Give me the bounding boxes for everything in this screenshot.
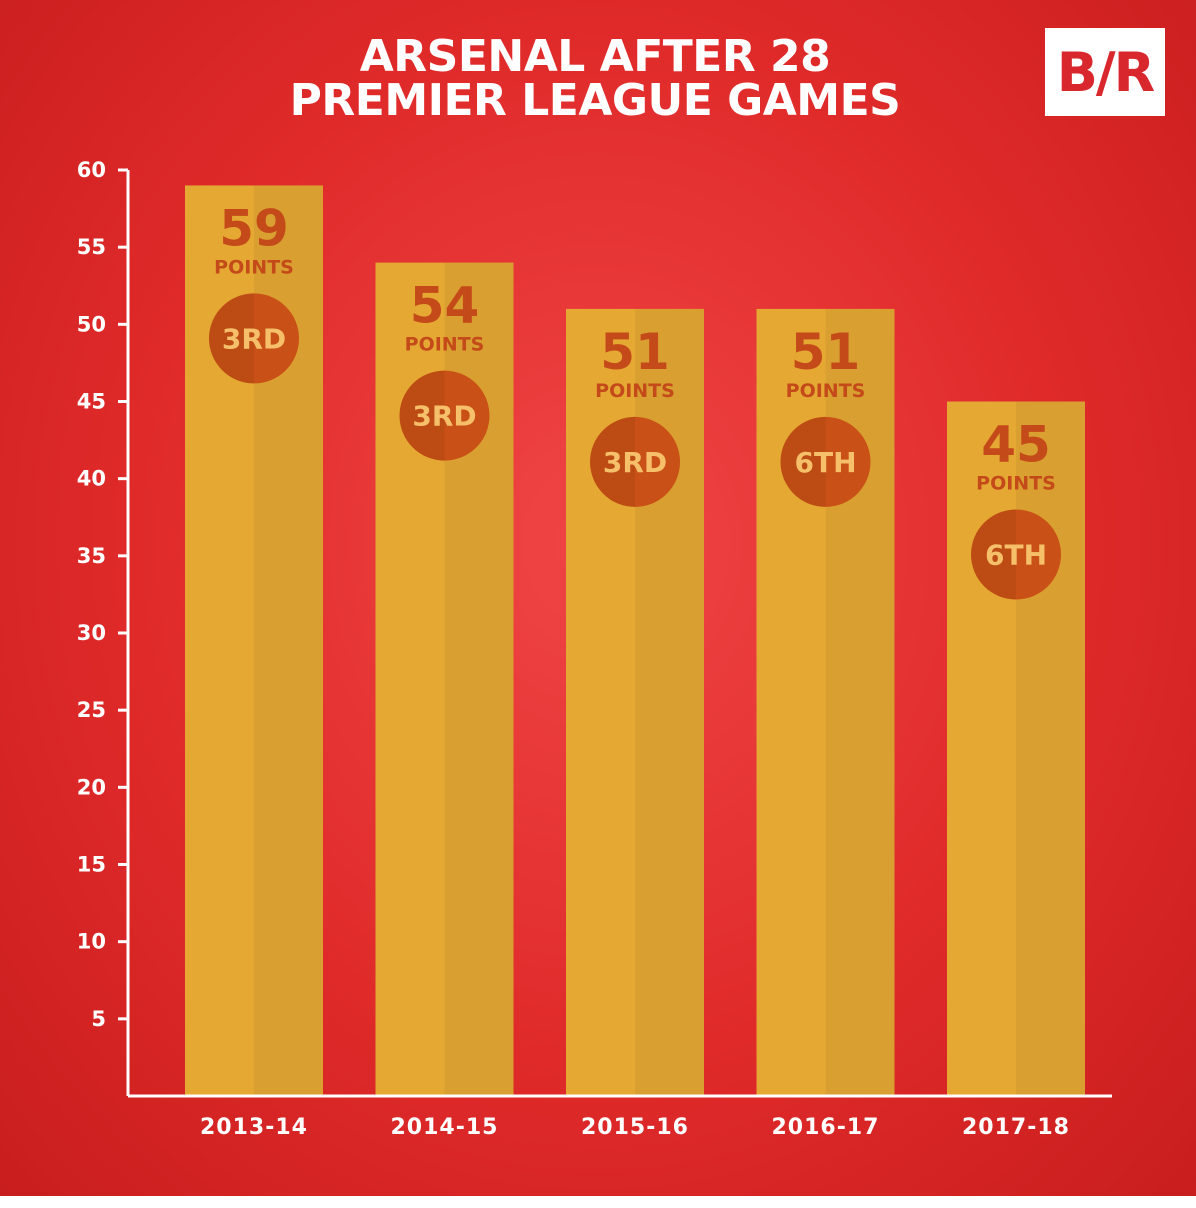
y-tick-label: 20 — [77, 775, 106, 799]
position-label: 3RD — [222, 322, 286, 355]
x-tick-label: 2014-15 — [391, 1115, 499, 1140]
points-label: POINTS — [976, 473, 1056, 495]
position-badge-shade — [971, 509, 1016, 600]
position-badge — [590, 416, 680, 507]
br-logo: B/R — [1045, 28, 1165, 116]
y-tick-label: 30 — [77, 621, 106, 645]
y-tick-label: 25 — [77, 698, 106, 722]
points-label: POINTS — [595, 380, 675, 402]
position-label: 6TH — [794, 446, 856, 479]
x-tick-label: 2013-14 — [200, 1115, 308, 1140]
position-badge-shade — [780, 416, 826, 507]
title-line-1: ARSENAL AFTER 28 — [359, 31, 831, 82]
x-tick-label: 2015-16 — [581, 1115, 689, 1140]
y-tick-label: 55 — [77, 235, 106, 259]
position-badge-shade — [209, 293, 254, 384]
y-tick-label: 60 — [77, 158, 106, 182]
position-badge — [399, 370, 490, 461]
position-label: 3RD — [412, 400, 476, 433]
position-badge — [971, 509, 1061, 600]
value-label: 51 — [791, 323, 861, 381]
y-tick-label: 5 — [91, 1007, 106, 1031]
position-badge — [780, 416, 871, 507]
position-label: 3RD — [603, 446, 667, 479]
value-label: 54 — [410, 277, 480, 335]
points-label: POINTS — [405, 334, 485, 356]
position-badge-shade — [590, 416, 635, 507]
bar-shade-2017-18 — [1016, 401, 1085, 1096]
y-tick-label: 45 — [77, 390, 106, 414]
value-label: 51 — [600, 323, 670, 381]
position-badge — [209, 293, 299, 384]
points-label: POINTS — [214, 256, 294, 278]
bottom-border — [0, 1196, 1196, 1208]
value-label: 59 — [219, 199, 289, 257]
y-tick-label: 40 — [77, 467, 106, 491]
y-tick-label: 15 — [77, 853, 106, 877]
value-label: 45 — [981, 416, 1051, 474]
position-badge-shade — [399, 370, 445, 461]
y-tick-label: 35 — [77, 544, 106, 568]
points-label: POINTS — [786, 380, 866, 402]
position-label: 6TH — [985, 539, 1047, 572]
x-tick-label: 2017-18 — [962, 1115, 1070, 1140]
title-line-2: PREMIER LEAGUE GAMES — [289, 75, 901, 126]
y-tick-label: 50 — [77, 312, 106, 336]
y-tick-label: 10 — [77, 930, 106, 954]
x-tick-label: 2016-17 — [772, 1115, 880, 1140]
